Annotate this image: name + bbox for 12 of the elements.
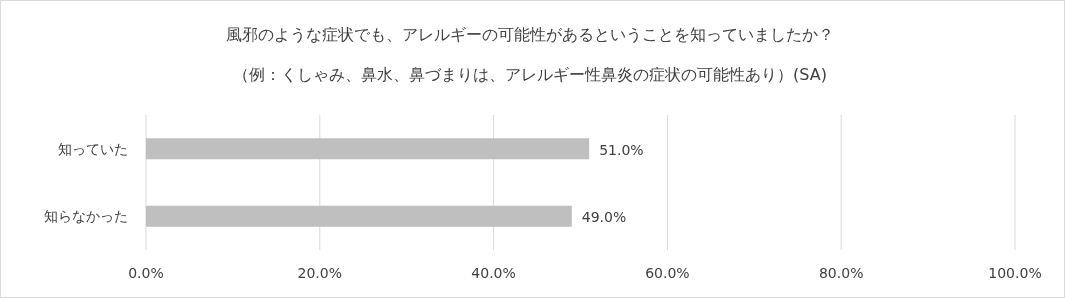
y-tick-label: 知っていた — [58, 140, 128, 157]
data-label: 49.0% — [581, 209, 627, 226]
x-tick-label: 60.0% — [645, 265, 690, 281]
data-label: 51.0% — [599, 141, 644, 158]
x-tick-label: 100.0% — [988, 265, 1042, 281]
chart-subtitle: （例：くしゃみ、鼻水、鼻づまりは、アレルギー性鼻炎の症状の可能性あり）(SA) — [233, 65, 827, 84]
y-tick-label: 知らなかった — [44, 208, 128, 225]
chart-title: 風邪のような症状でも、アレルギーの可能性があるということを知っていましたか？ — [226, 25, 834, 44]
x-tick-label: 80.0% — [818, 265, 864, 281]
x-tick-label: 20.0% — [297, 265, 343, 281]
x-tick-label: 40.0% — [471, 265, 516, 281]
x-tick-label: 0.0% — [128, 265, 164, 281]
